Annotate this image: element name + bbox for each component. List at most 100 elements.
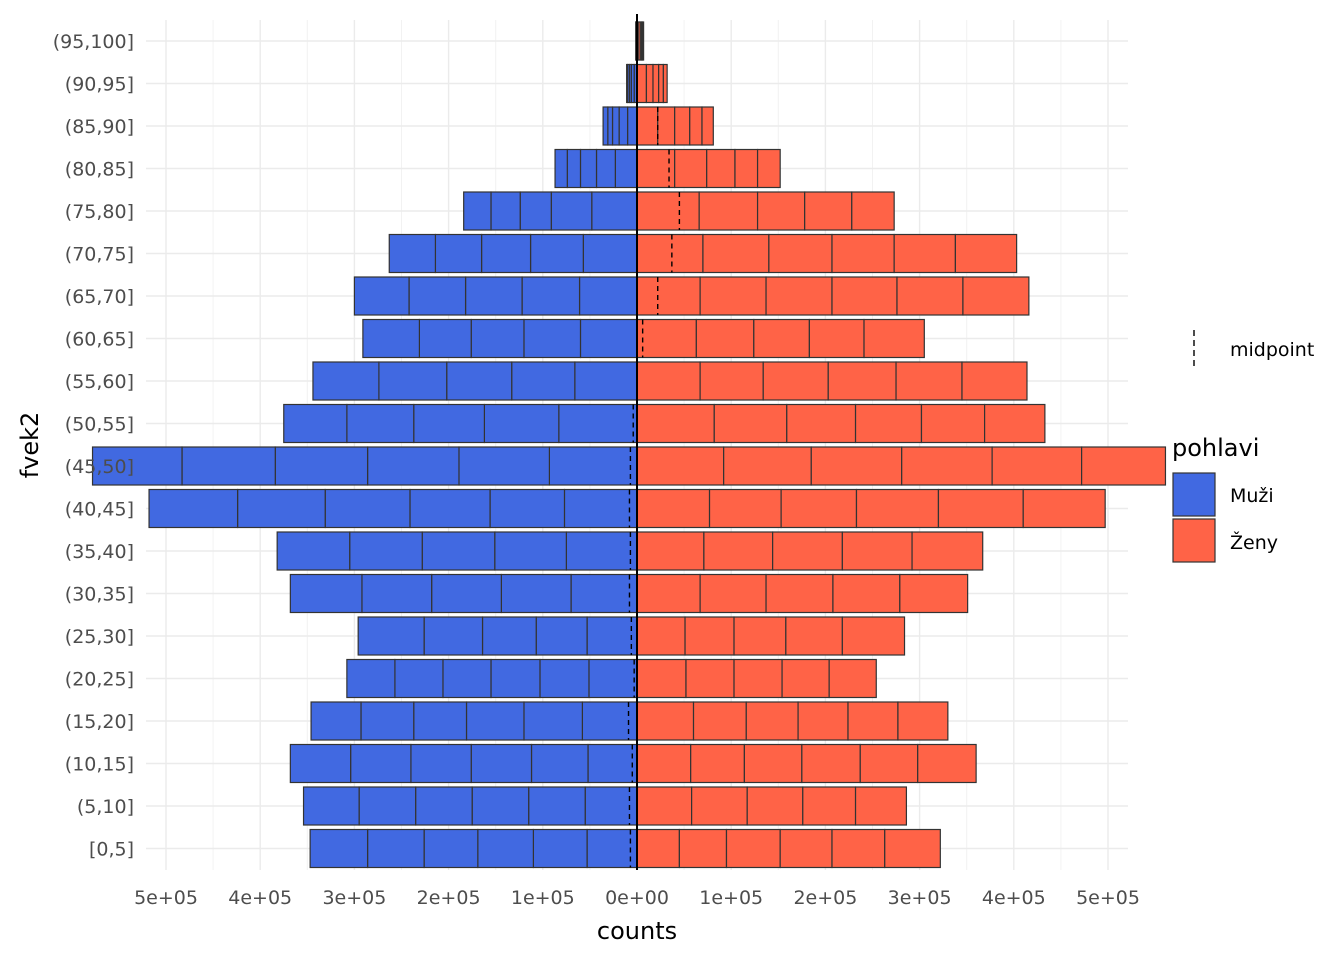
bar-segment — [954, 233, 1018, 274]
y-tick-label: (70,75] — [65, 244, 134, 266]
bar-segment — [586, 616, 638, 656]
bar-segment — [421, 531, 496, 571]
y-tick-label: (50,55] — [65, 414, 134, 436]
bar-segment — [917, 743, 977, 784]
bar-segment — [1022, 488, 1106, 529]
bar-segment — [734, 148, 759, 189]
bar-segment — [897, 701, 949, 741]
bar-segment — [756, 191, 806, 231]
bar-segment — [702, 233, 770, 274]
bar-segment — [442, 658, 492, 699]
bar-segment — [636, 446, 725, 486]
bar-segment — [548, 446, 638, 486]
bar-segment — [703, 531, 774, 571]
bar-segment — [490, 191, 521, 231]
bar-segment — [289, 573, 363, 614]
bar-segment — [409, 488, 491, 529]
bar-segment — [893, 233, 956, 274]
bar-segment — [636, 616, 686, 656]
bar-segment — [802, 786, 857, 826]
bar-segment — [884, 828, 941, 869]
x-axis-title: counts — [597, 917, 677, 945]
bar-segment — [554, 148, 568, 189]
bar-segment — [636, 233, 704, 274]
bar-segment — [863, 318, 925, 359]
x-tick-label: 3e+05 — [888, 887, 952, 909]
bar-segment — [570, 573, 638, 614]
bar-segment — [855, 488, 940, 529]
y-tick-label: (80,85] — [65, 159, 134, 181]
bar-segment — [181, 446, 276, 486]
x-tick-label: 0e+00 — [605, 887, 669, 909]
bar-segment — [360, 701, 415, 741]
y-tick-label: (85,90] — [65, 116, 134, 138]
legend-label-zeny: Ženy — [1230, 531, 1278, 554]
bar-segment — [346, 658, 396, 699]
bar-segment — [810, 446, 903, 486]
bar-segment — [423, 828, 479, 869]
bar-segment — [350, 743, 412, 784]
bar-segment — [762, 361, 829, 401]
bar-segment — [471, 786, 530, 826]
bar-segment — [489, 488, 566, 529]
bar-segment — [854, 403, 923, 444]
bar-segment — [358, 786, 417, 826]
bar-segment — [645, 63, 654, 104]
bar-segment — [851, 191, 895, 231]
bar-segment — [901, 446, 993, 486]
bar-segment — [529, 233, 584, 274]
bar-segment — [558, 403, 638, 444]
bar-segment — [528, 786, 586, 826]
bar-segment — [366, 446, 460, 486]
bar-segment — [519, 191, 552, 231]
bar-segment — [756, 148, 781, 189]
bar-segment — [765, 276, 833, 316]
bar-segment — [463, 191, 492, 231]
bar-segment — [394, 658, 444, 699]
bar-segment — [636, 701, 695, 741]
bar-segment — [854, 786, 908, 826]
y-tick-label: (90,95] — [65, 74, 134, 96]
y-axis-title: fvek2 — [16, 412, 44, 479]
bar-segment — [636, 106, 659, 146]
bar-segment — [674, 148, 708, 189]
bar-segment — [896, 276, 964, 316]
x-tick-label: 4e+05 — [228, 887, 292, 909]
bar-segment — [636, 318, 697, 359]
y-tick-label: (30,35] — [65, 584, 134, 606]
bar-segment — [636, 658, 687, 699]
bar-segment — [684, 616, 735, 656]
bar-segment — [413, 701, 468, 741]
y-tick-labels: [0,5] (5,10] (10,15] (15,20] (20,25] (25,30] (… — [53, 31, 134, 861]
bar-segment — [458, 446, 550, 486]
bar-segment — [579, 318, 638, 359]
bar-segment — [753, 318, 810, 359]
bar-segment — [691, 786, 748, 826]
bar-segment — [626, 106, 638, 146]
x-tick-label: 5e+05 — [1076, 887, 1140, 909]
bar-segment — [236, 488, 326, 529]
y-tick-label: (35,40] — [65, 541, 134, 563]
bar-segment — [786, 403, 857, 444]
x-tick-label: 2e+05 — [793, 887, 857, 909]
legend-key-muzi — [1172, 472, 1216, 517]
bar-segment — [626, 63, 629, 104]
bar-segment — [832, 573, 901, 614]
bar-segment — [465, 701, 525, 741]
y-tick-label: (45,50] — [65, 456, 134, 478]
legend-key-zeny — [1172, 518, 1216, 563]
legend-midpoint: midpoint — [1193, 330, 1314, 366]
bar-segment — [772, 531, 843, 571]
bar-segment — [701, 106, 714, 146]
bar-segment — [699, 361, 764, 401]
bar-segment — [743, 743, 803, 784]
bar-segment — [695, 318, 755, 359]
y-tick-label: (55,60] — [65, 371, 134, 393]
bar-segment — [636, 403, 715, 444]
bar-segment — [937, 488, 1024, 529]
legend-label-muzi: Muži — [1230, 485, 1274, 507]
bar-segment — [523, 701, 583, 741]
bar-segment — [831, 828, 886, 869]
bar-segment — [859, 743, 919, 784]
bar-segment — [689, 106, 703, 146]
